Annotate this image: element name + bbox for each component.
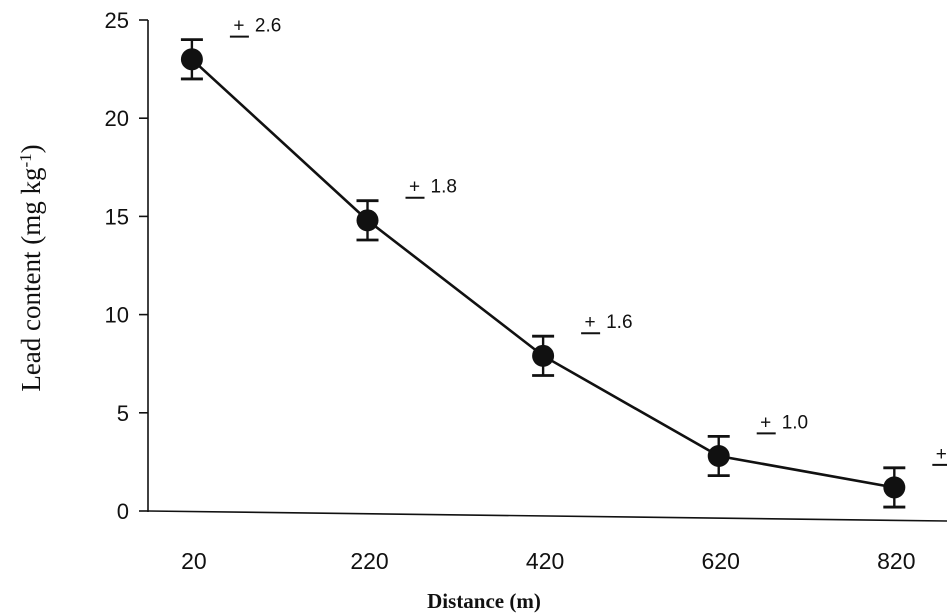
y-axis-label-main: Lead content (mg kg (16, 167, 46, 391)
plus-minus-sign: + (409, 177, 420, 198)
plus-minus-sign: + (936, 444, 947, 465)
plus-minus-sign: + (585, 312, 596, 333)
y-ticks: 0 5 10 15 20 25 (105, 8, 148, 524)
sd-annotation: +1.0 (756, 412, 808, 435)
sd-value: 1.0 (782, 412, 808, 433)
y-tick-label: 10 (105, 303, 129, 328)
y-tick-label: 25 (105, 8, 129, 33)
sd-annotation: +1.0 (932, 444, 947, 466)
y-tick-label: 15 (105, 204, 129, 229)
annotations: +2.6+1.8+1.6+1.0+1.0 (229, 16, 947, 466)
y-axis-label-close: ) (16, 144, 46, 153)
data-series (180, 38, 906, 509)
sd-value: 1.6 (606, 312, 632, 333)
sd-annotation: +1.8 (405, 177, 457, 199)
x-axis-label: Distance (m) (427, 589, 541, 613)
plus-minus-sign: + (233, 16, 244, 37)
data-point (532, 344, 555, 367)
data-point (883, 476, 906, 499)
sd-annotation: +1.6 (581, 312, 633, 335)
sd-value: 1.8 (431, 177, 457, 198)
data-point (356, 209, 379, 232)
sd-annotation: +2.6 (229, 16, 281, 38)
data-point (180, 48, 203, 71)
x-axis-line (147, 510, 947, 522)
x-tick-label: 220 (350, 548, 388, 574)
x-tick-label: 820 (877, 548, 915, 574)
sd-value: 2.6 (255, 16, 281, 37)
x-ticks: 20 220 420 620 820 (181, 548, 915, 574)
x-tick-label: 20 (181, 548, 207, 574)
plus-minus-sign: + (760, 412, 771, 433)
axes (147, 20, 947, 522)
x-tick-label: 620 (702, 548, 740, 574)
y-tick-label: 5 (117, 401, 129, 426)
y-axis-label-superscript: -1 (16, 153, 35, 167)
y-tick-label: 20 (105, 106, 129, 131)
x-tick-label: 420 (526, 548, 564, 574)
y-axis-label: Lead content (mg kg-1) (16, 144, 47, 391)
y-tick-label: 0 (117, 499, 129, 524)
data-point (707, 445, 730, 468)
